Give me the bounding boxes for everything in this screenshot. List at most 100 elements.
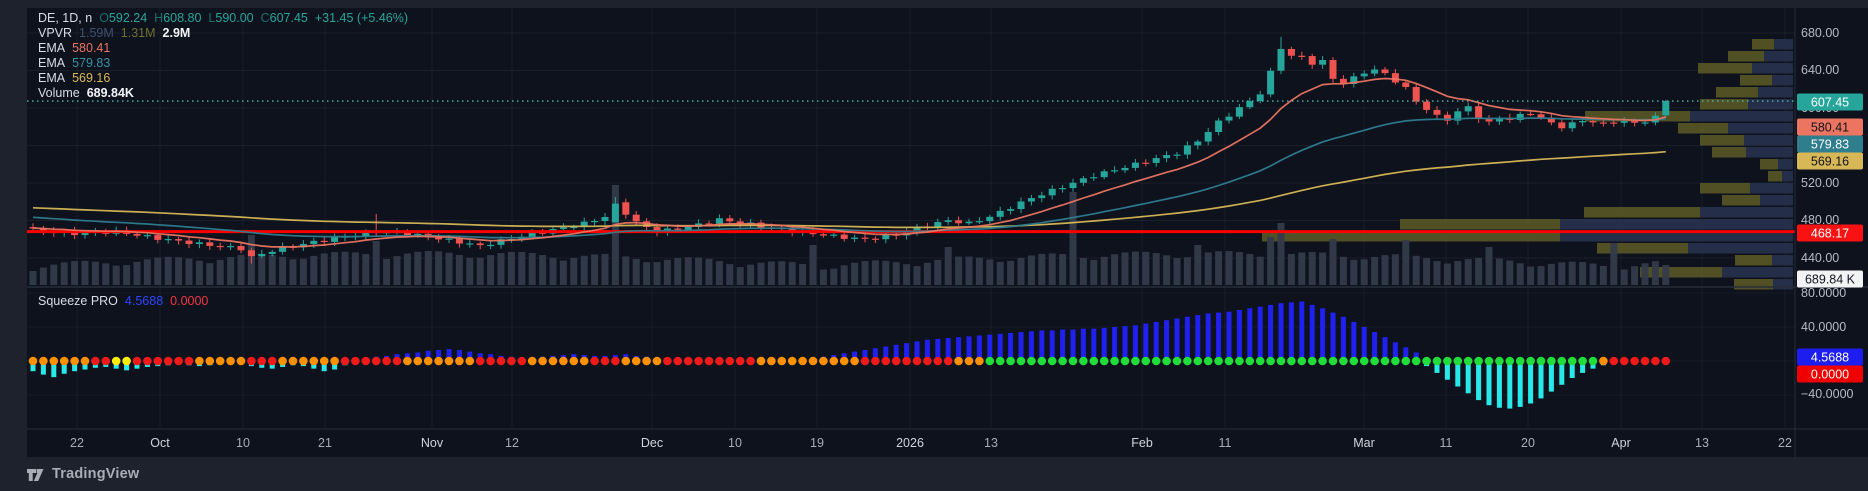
volume-bar xyxy=(497,253,505,285)
candle xyxy=(674,228,682,230)
vpvr-profile-bar xyxy=(1712,147,1746,158)
squeeze-dot xyxy=(517,356,527,366)
volume-bar xyxy=(1620,269,1628,285)
volume-bar xyxy=(81,260,89,285)
candle xyxy=(861,237,869,239)
volume-bar xyxy=(1235,252,1243,285)
candle xyxy=(299,244,307,248)
volume-bar xyxy=(258,253,266,285)
price-axis-badge: 607.45 xyxy=(1797,93,1863,111)
candle xyxy=(996,210,1004,217)
squeeze-momentum-bar xyxy=(1403,347,1409,361)
volume-bar xyxy=(1475,257,1483,285)
squeeze-dot xyxy=(288,356,298,366)
squeeze-dot xyxy=(371,356,381,366)
volume-legend-row[interactable]: Volume 689.84K xyxy=(38,85,408,100)
ema-mid-legend-row[interactable]: EMA 579.83 xyxy=(38,55,408,70)
squeeze-momentum-bar xyxy=(1476,361,1482,401)
vpvr-label: VPVR xyxy=(38,25,73,40)
candle xyxy=(830,234,838,236)
tradingview-brand-text[interactable]: TradingView xyxy=(52,466,140,482)
candle xyxy=(1027,198,1035,202)
volume-bar xyxy=(1287,253,1295,285)
candle xyxy=(1537,114,1545,118)
squeeze-momentum-bar xyxy=(1174,318,1180,361)
time-axis-label: 22 xyxy=(70,436,84,450)
vpvr-profile-bar xyxy=(1700,207,1793,218)
squeeze-momentum-bar xyxy=(51,361,57,378)
squeeze-dot xyxy=(1401,356,1411,366)
symbol-legend-row[interactable]: DE, 1D, n O592.24 H608.80 L590.00 C607.4… xyxy=(38,10,408,25)
squeeze-state-value: 0.0000 xyxy=(170,293,209,308)
vpvr-profile-bar xyxy=(1760,159,1778,170)
squeeze-dot xyxy=(808,356,818,366)
squeeze-dot xyxy=(683,356,693,366)
squeeze-dot xyxy=(1131,356,1140,366)
candle xyxy=(1287,48,1295,56)
volume-bar xyxy=(840,265,848,285)
squeeze-dot xyxy=(163,356,173,366)
vpvr-profile-bar xyxy=(1640,267,1722,278)
candle xyxy=(1475,106,1483,119)
price-axis-badge: 579.83 xyxy=(1797,135,1863,153)
time-axis-label: 13 xyxy=(1695,436,1709,450)
candle xyxy=(1350,76,1358,84)
squeeze-momentum-bar xyxy=(1455,361,1461,387)
volume-bar xyxy=(1495,258,1503,285)
volume-bar xyxy=(1433,261,1441,285)
squeeze-dot xyxy=(1380,356,1390,366)
squeeze-dot xyxy=(538,356,547,366)
vpvr-profile-bar xyxy=(1560,219,1793,230)
squeeze-momentum-bar xyxy=(1216,312,1222,361)
squeeze-dot xyxy=(257,356,267,366)
candle xyxy=(1579,121,1587,123)
squeeze-momentum-bar xyxy=(1039,330,1045,361)
squeeze-dot xyxy=(1328,356,1338,366)
ema-fast-legend-row[interactable]: EMA 580.41 xyxy=(38,40,408,55)
volume-bar xyxy=(393,256,401,285)
symbol-title[interactable]: DE, 1D, n xyxy=(38,10,93,25)
squeeze-dot xyxy=(423,356,433,366)
volume-bar xyxy=(996,261,1004,285)
candle xyxy=(1319,60,1327,65)
squeeze-dot xyxy=(746,356,755,366)
squeeze-pro-legend[interactable]: Squeeze PRO 4.5688 0.0000 xyxy=(38,293,208,308)
vpvr-profile-bar xyxy=(1746,147,1793,158)
volume-bar xyxy=(1048,253,1056,285)
squeeze-momentum-bar xyxy=(1049,330,1055,361)
candle xyxy=(1215,120,1223,132)
candle xyxy=(1256,94,1264,102)
ema-slow-legend-row[interactable]: EMA 569.16 xyxy=(38,70,408,85)
close-label: C xyxy=(260,10,270,25)
vpvr-profile-bar xyxy=(1716,87,1758,98)
squeeze-dot xyxy=(735,356,745,366)
squeeze-dot xyxy=(111,356,121,366)
candle xyxy=(1568,122,1576,129)
candle xyxy=(591,221,599,223)
price-axis-badge: 580.41 xyxy=(1797,118,1863,136)
tradingview-logo-icon[interactable] xyxy=(26,466,45,483)
volume-bar xyxy=(1163,255,1171,285)
squeeze-momentum-bar xyxy=(1392,342,1398,361)
volume-bar xyxy=(1527,266,1535,285)
volume-bar xyxy=(1662,265,1670,285)
low-value: 590.00 xyxy=(215,10,254,25)
vpvr-legend-row[interactable]: VPVR 1.59M 1.31M 2.9M xyxy=(38,25,408,40)
chart-legend[interactable]: DE, 1D, n O592.24 H608.80 L590.00 C607.4… xyxy=(38,10,408,100)
volume-bar xyxy=(788,262,796,285)
squeeze-dot xyxy=(1349,356,1359,366)
squeeze-dot xyxy=(1619,356,1629,366)
volume-bar xyxy=(1371,256,1379,285)
squeeze-momentum-bar xyxy=(1164,320,1170,361)
volume-bar xyxy=(736,267,744,285)
candle xyxy=(1069,182,1077,189)
squeeze-dot xyxy=(1474,356,1483,366)
volume-bar xyxy=(279,256,287,285)
candle xyxy=(1246,101,1254,108)
time-axis-label: 19 xyxy=(810,436,824,450)
squeeze-dot xyxy=(1276,356,1286,366)
volume-bar xyxy=(1402,240,1410,285)
volume-bar xyxy=(1308,251,1316,285)
volume-bar xyxy=(1558,262,1566,285)
